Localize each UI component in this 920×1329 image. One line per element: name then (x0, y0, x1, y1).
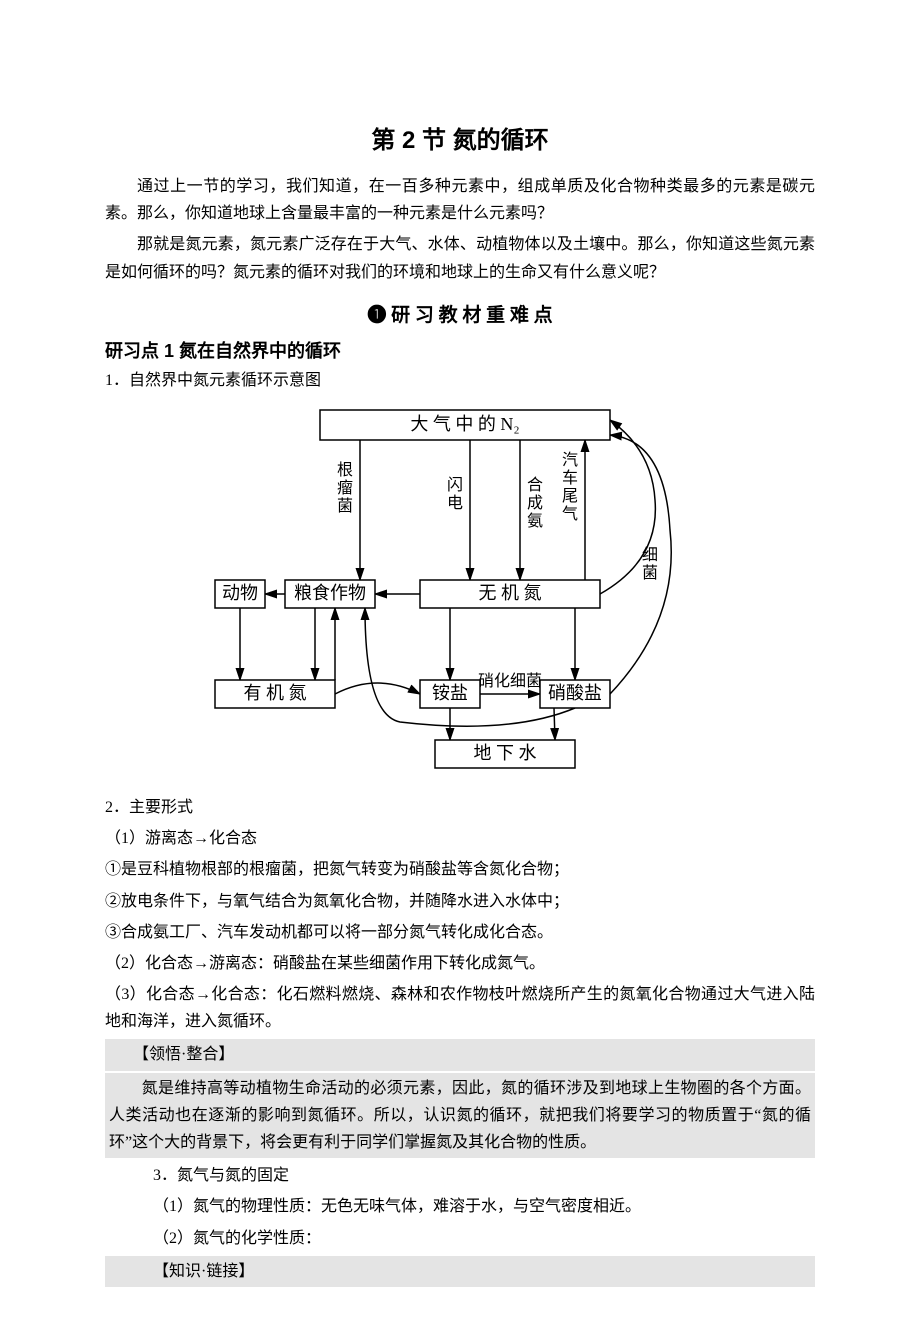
sp1-item1: 1．自然界中氮元素循环示意图 (105, 367, 815, 394)
svg-text:菌: 菌 (642, 564, 658, 582)
form-a2: ②放电条件下，与氧气结合为氮氧化合物，并随降水进入水体中； (105, 888, 815, 915)
insight-heading: 【领悟·整合】 (105, 1039, 815, 1070)
svg-text:成: 成 (527, 494, 543, 512)
sp1-item2: 2．主要形式 (105, 794, 815, 821)
svg-text:根: 根 (337, 461, 353, 479)
svg-text:动物: 动物 (222, 583, 258, 603)
svg-text:硝酸盐: 硝酸盐 (548, 683, 602, 703)
svg-text:无 机 氮: 无 机 氮 (479, 583, 542, 603)
svg-text:菌: 菌 (337, 497, 353, 515)
form-a: （1）游离态→化合态 (105, 825, 815, 852)
intro-para-1: 通过上一节的学习，我们知道，在一百多种元素中，组成单质及化合物种类最多的元素是碳… (105, 173, 815, 227)
svg-text:气: 气 (562, 505, 578, 523)
svg-text:地 下 水: 地 下 水 (474, 743, 537, 763)
study-point-1-title: 研习点 1 氮在自然界中的循环 (105, 337, 815, 363)
form-c: （3）化合态→化合态：化石燃料燃烧、森林和农作物枝叶燃烧所产生的氮氧化合物通过大… (105, 981, 815, 1035)
svg-text:大 气 中 的 N₂: 大 气 中 的 N₂ (410, 414, 519, 434)
svg-text:电: 电 (447, 494, 463, 512)
intro-para-2: 那就是氮元素，氮元素广泛存在于大气、水体、动植物体以及土壤中。那么，你知道这些氮… (105, 231, 815, 285)
svg-text:瘤: 瘤 (337, 479, 353, 497)
sp1-item3: 3．氮气与氮的固定 (105, 1162, 815, 1189)
page-title: 第 2 节 氮的循环 (105, 120, 815, 155)
form-a1: ①是豆科植物根部的根瘤菌，把氮气转变为硝酸盐等含氮化合物； (105, 856, 815, 883)
svg-text:细: 细 (642, 546, 658, 564)
insight-body: 氮是维持高等动植物生命活动的必须元素，因此，氮的循环涉及到地球上生物圈的各个方面… (105, 1073, 815, 1159)
knowledge-link-heading: 【知识·链接】 (105, 1256, 815, 1287)
sp1-prop1: （1）氮气的物理性质：无色无味气体，难溶于水，与空气密度相近。 (105, 1193, 815, 1220)
svg-text:尾: 尾 (562, 488, 578, 505)
diagram-svg: 根瘤菌闪电合成氨汽车尾气硝化细菌细菌大 气 中 的 N₂动物粮食作物无 机 氮有… (210, 400, 710, 780)
svg-text:铵盐: 铵盐 (432, 683, 468, 703)
nitrogen-cycle-diagram: 根瘤菌闪电合成氨汽车尾气硝化细菌细菌大 气 中 的 N₂动物粮食作物无 机 氮有… (105, 400, 815, 780)
svg-text:有 机 氮: 有 机 氮 (244, 683, 307, 703)
sp1-prop2: （2）氮气的化学性质： (105, 1225, 815, 1252)
svg-text:硝化细菌: 硝化细菌 (478, 672, 542, 690)
form-a3: ③合成氨工厂、汽车发动机都可以将一部分氮气转化成化合态。 (105, 919, 815, 946)
svg-text:合: 合 (527, 476, 543, 494)
svg-text:闪: 闪 (447, 476, 463, 494)
svg-text:粮食作物: 粮食作物 (294, 583, 366, 603)
svg-text:汽: 汽 (562, 451, 578, 469)
page-root: 第 2 节 氮的循环 通过上一节的学习，我们知道，在一百多种元素中，组成单质及化… (0, 0, 920, 1329)
svg-text:氨: 氨 (527, 512, 543, 530)
form-b: （2）化合态→游离态：硝酸盐在某些细菌作用下转化成氮气。 (105, 950, 815, 977)
svg-text:车: 车 (562, 469, 578, 487)
section-heading: ❶ 研 习 教 材 重 难 点 (105, 300, 815, 327)
